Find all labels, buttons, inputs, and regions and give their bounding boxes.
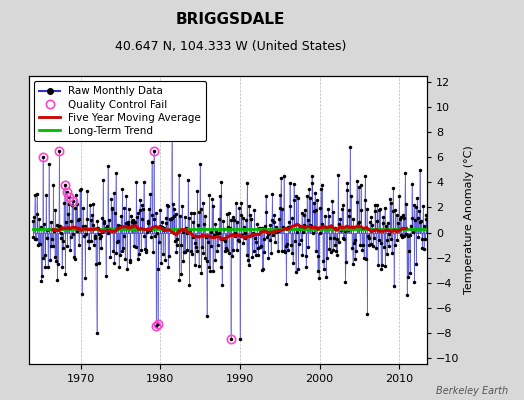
Text: 40.647 N, 104.333 W (United States): 40.647 N, 104.333 W (United States) <box>115 40 346 53</box>
Y-axis label: Temperature Anomaly (°C): Temperature Anomaly (°C) <box>464 146 474 294</box>
Text: BRIGGSDALE: BRIGGSDALE <box>176 12 285 27</box>
Legend: Raw Monthly Data, Quality Control Fail, Five Year Moving Average, Long-Term Tren: Raw Monthly Data, Quality Control Fail, … <box>34 81 206 141</box>
Text: Berkeley Earth: Berkeley Earth <box>436 386 508 396</box>
